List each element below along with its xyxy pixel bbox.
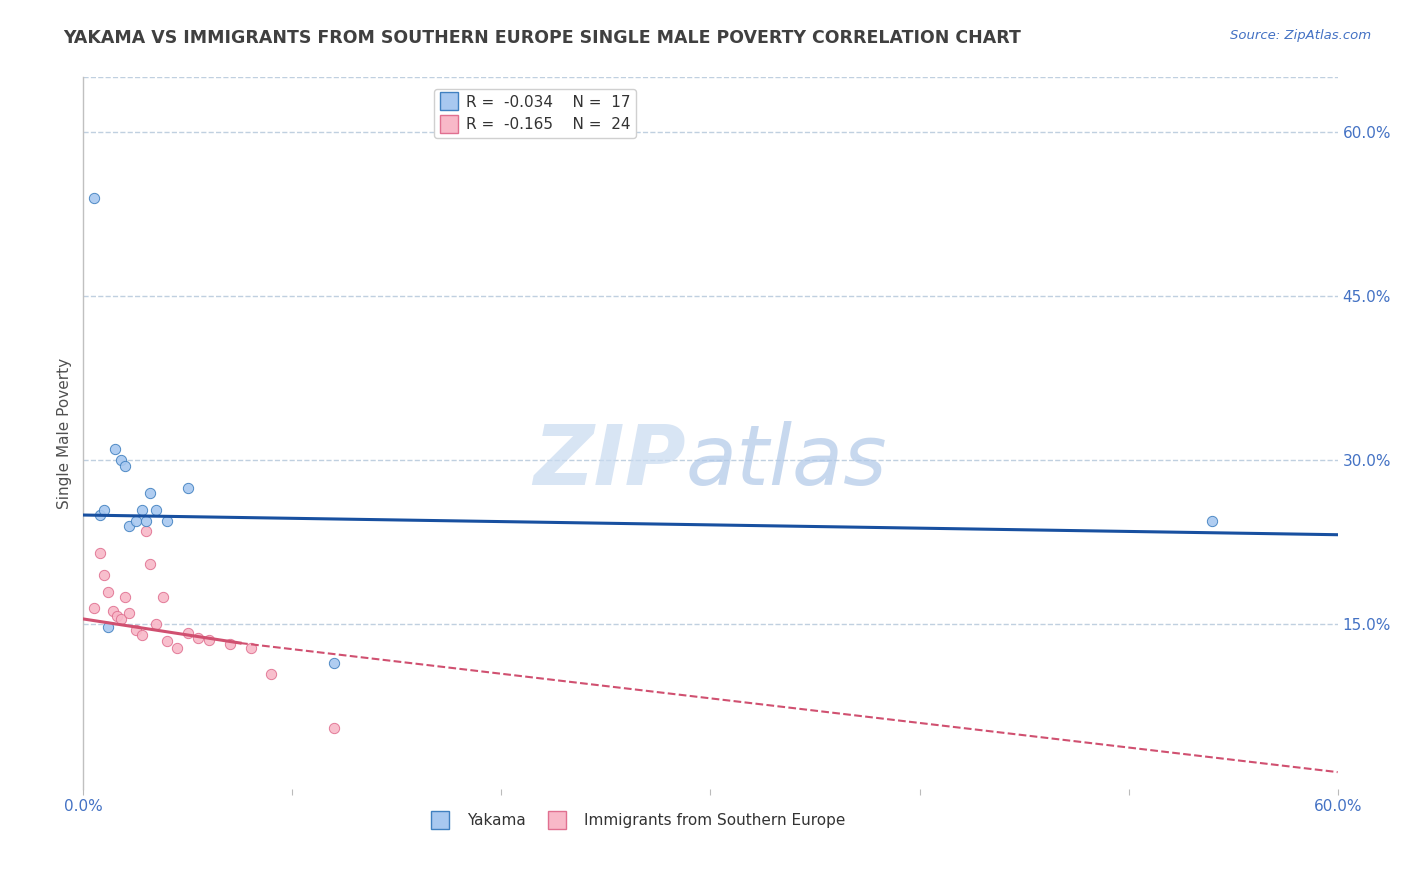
Point (105, 608, 128, 623)
Point (114, 458, 136, 473)
Point (104, 442, 127, 457)
Point (83, 191, 105, 205)
Point (110, 453, 132, 467)
Point (239, 641, 262, 656)
Point (260, 666, 283, 681)
Point (166, 641, 188, 656)
Point (145, 502, 167, 516)
Point (139, 558, 162, 572)
Text: atlas: atlas (685, 421, 887, 502)
Point (89, 508, 111, 522)
Point (323, 722, 346, 736)
Point (110, 612, 132, 626)
Point (218, 637, 240, 651)
Point (135, 514, 157, 528)
Point (323, 656, 346, 670)
Point (93, 502, 115, 516)
Text: ZIP: ZIP (533, 421, 685, 502)
Point (177, 626, 200, 640)
Point (135, 524, 157, 539)
Text: Source: ZipAtlas.com: Source: ZipAtlas.com (1230, 29, 1371, 42)
Point (89, 546, 111, 560)
Point (156, 633, 179, 648)
Point (101, 604, 124, 618)
Point (124, 514, 146, 528)
Point (145, 617, 167, 632)
Point (124, 623, 146, 637)
Point (114, 590, 136, 604)
Legend: Yakama, Immigrants from Southern Europe: Yakama, Immigrants from Southern Europe (419, 807, 852, 834)
Point (118, 519, 141, 533)
Point (97, 619, 120, 633)
Point (1201, 514, 1223, 528)
Point (83, 601, 105, 615)
Y-axis label: Single Male Poverty: Single Male Poverty (58, 358, 72, 508)
Point (152, 590, 174, 604)
Point (93, 568, 115, 582)
Point (97, 584, 120, 599)
Point (131, 628, 153, 642)
Point (197, 632, 219, 647)
Point (187, 631, 209, 645)
Text: YAKAMA VS IMMIGRANTS FROM SOUTHERN EUROPE SINGLE MALE POVERTY CORRELATION CHART: YAKAMA VS IMMIGRANTS FROM SOUTHERN EUROP… (63, 29, 1021, 46)
Point (177, 481, 200, 495)
Point (139, 486, 162, 500)
Point (118, 607, 141, 621)
Point (156, 514, 179, 528)
Point (131, 502, 153, 516)
